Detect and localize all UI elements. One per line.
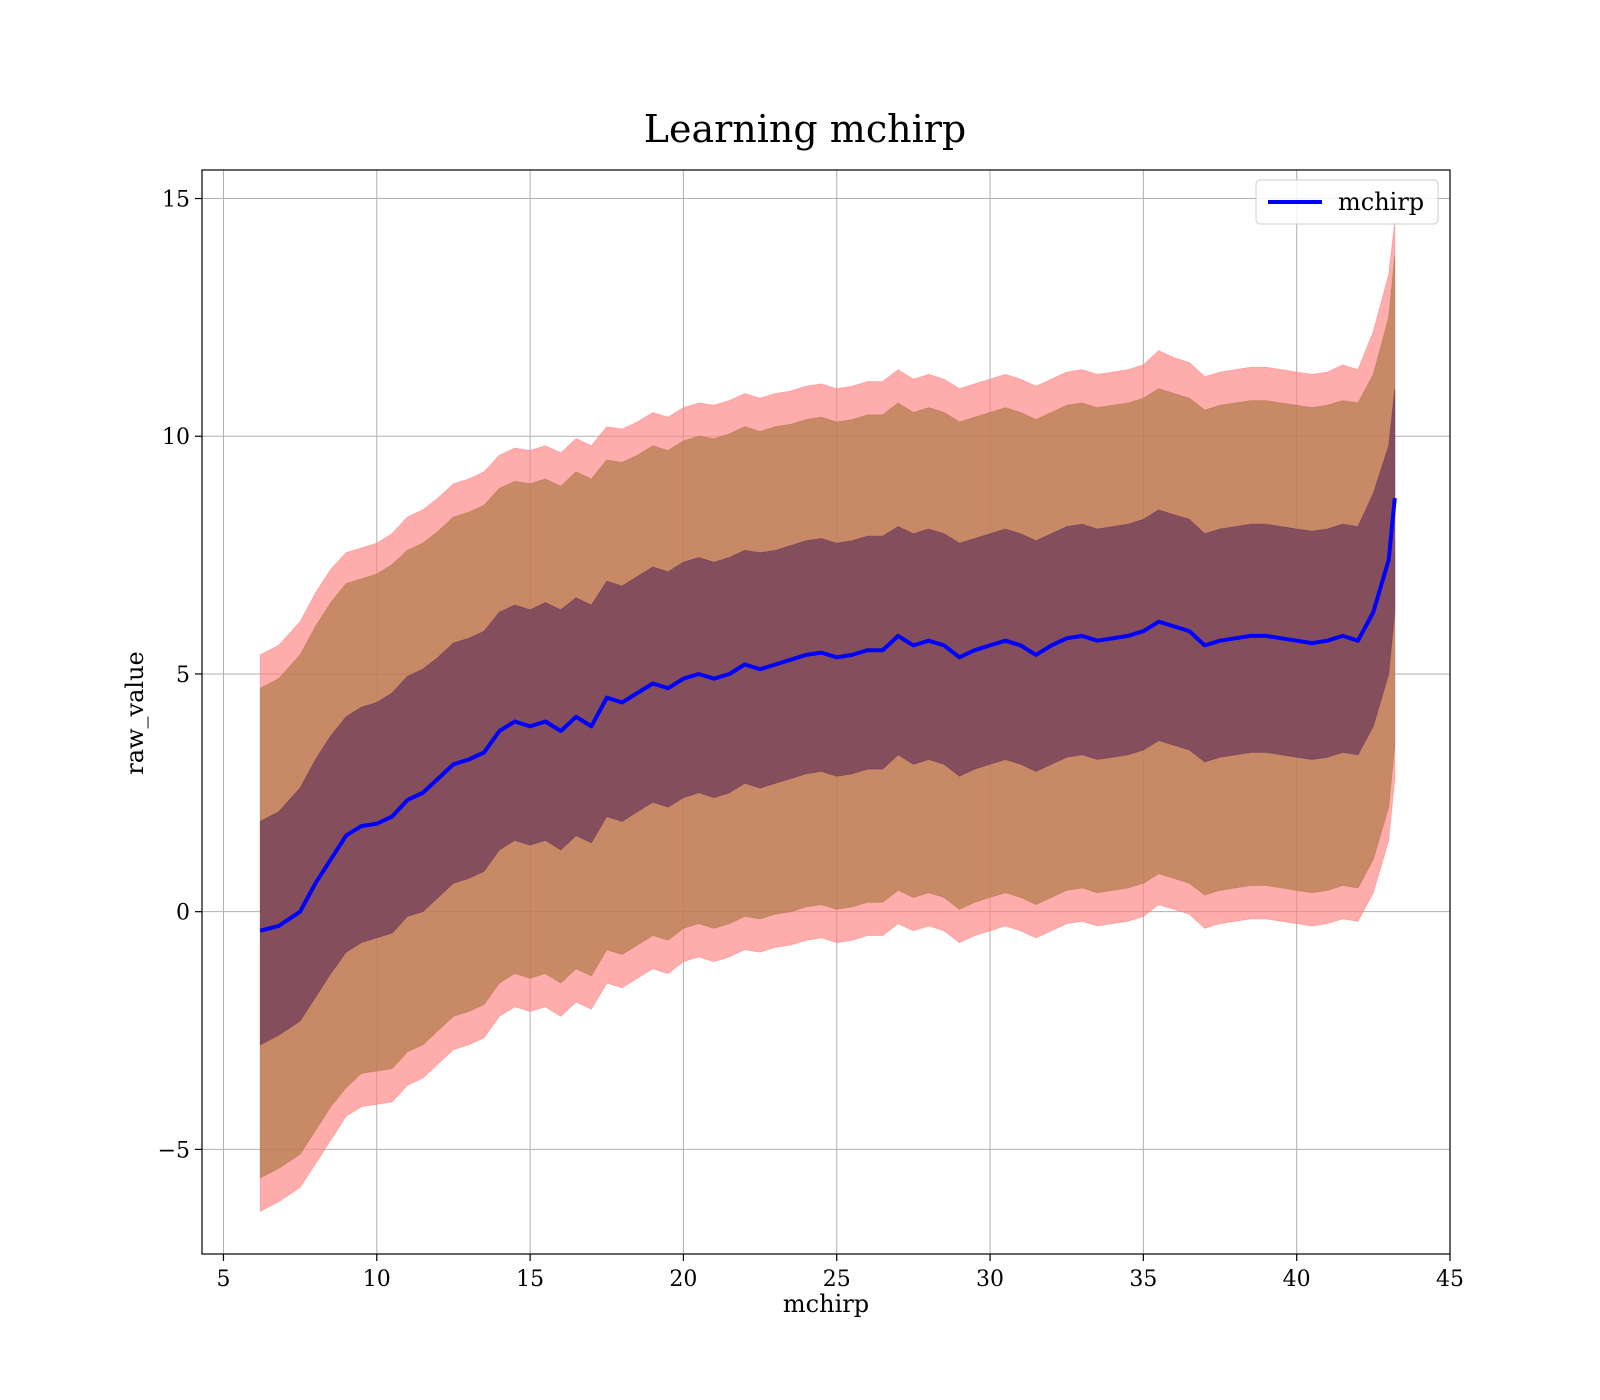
x-tick-label: 35 bbox=[1129, 1267, 1157, 1292]
y-tick-label: 0 bbox=[176, 901, 190, 926]
y-tick-label: 15 bbox=[162, 188, 190, 213]
x-tick-label: 30 bbox=[976, 1267, 1004, 1292]
plot-frame bbox=[201, 169, 1451, 1255]
x-tick-label: 20 bbox=[669, 1267, 697, 1292]
x-tick-label: 40 bbox=[1283, 1267, 1311, 1292]
confidence-bands bbox=[259, 222, 1396, 1212]
y-tick-label: 5 bbox=[176, 663, 190, 688]
x-tick-label: 10 bbox=[363, 1267, 391, 1292]
x-tick-label: 45 bbox=[1436, 1267, 1464, 1292]
legend-label: mchirp bbox=[1338, 188, 1424, 216]
y-tick-label: −5 bbox=[158, 1138, 190, 1163]
y-tick-label: 10 bbox=[162, 425, 190, 450]
x-tick-label: 15 bbox=[516, 1267, 544, 1292]
axis-ticks: 5 10 15 20 25 30 35 40 45 −5 0 5 10 15 bbox=[158, 188, 1464, 1292]
x-axis-label: mchirp bbox=[783, 1290, 869, 1318]
series-line-mchirp bbox=[259, 497, 1397, 933]
inner-band bbox=[259, 388, 1396, 1046]
series-lines bbox=[259, 497, 1397, 933]
y-axis-label: raw_value bbox=[121, 651, 149, 775]
legend-box bbox=[1255, 179, 1439, 225]
x-tick-label: 5 bbox=[216, 1267, 230, 1292]
x-tick-label: 25 bbox=[823, 1267, 851, 1292]
chart-title: Learning mchirp bbox=[644, 107, 966, 151]
legend: mchirp bbox=[1255, 179, 1439, 225]
